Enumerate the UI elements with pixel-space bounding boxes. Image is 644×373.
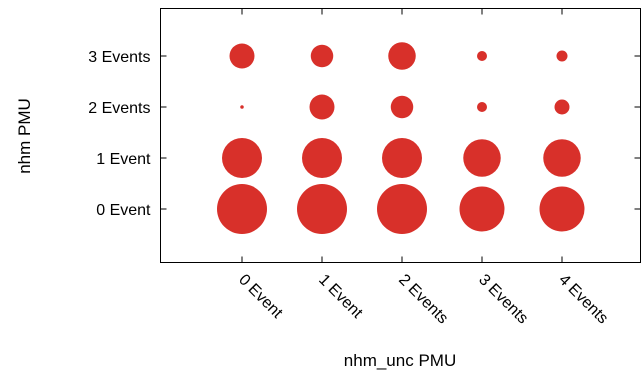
y-axis-label: nhm PMU (15, 98, 34, 174)
x-tick-label: 3 Events (475, 271, 531, 327)
x-tick-label: 1 Event (315, 271, 366, 322)
x-tick-labels: 0 Event 1 Event 2 Events 3 Events 4 Events (235, 271, 611, 327)
x-axis-label: nhm_unc PMU (344, 351, 456, 370)
bubble-point (539, 186, 585, 232)
bubble-point (554, 99, 570, 115)
bubble-point (477, 51, 487, 61)
bubble-point (382, 138, 422, 178)
bubble-point (390, 95, 414, 119)
bubble-point (556, 50, 568, 62)
bubble-point (229, 43, 255, 69)
bubble-point (240, 105, 244, 109)
y-tick-labels: 0 Event 1 Event 2 Events 3 Events (88, 49, 151, 219)
y-tick-label: 3 Events (88, 49, 150, 66)
bubbles (217, 42, 585, 234)
bubble-point (310, 44, 334, 68)
bubble-point (377, 184, 427, 234)
bubble-point (543, 139, 581, 177)
bubble-point (297, 184, 347, 234)
plot-frame (160, 8, 641, 263)
bubble-point (217, 184, 267, 234)
bubble-point (477, 102, 487, 112)
y-tick-label: 0 Event (96, 202, 151, 219)
bubble-point (222, 138, 262, 178)
bubble-point (309, 94, 335, 120)
x-tick-label: 2 Events (395, 271, 451, 327)
bubble-point (463, 139, 501, 177)
y-ticks (160, 55, 641, 210)
x-ticks (241, 8, 563, 263)
y-tick-label: 2 Events (88, 100, 150, 117)
bubble-point (388, 42, 416, 70)
x-tick-label: 4 Events (555, 271, 611, 327)
y-tick-label: 1 Event (96, 151, 151, 168)
bubble-point (302, 138, 342, 178)
x-tick-label: 0 Event (235, 271, 286, 322)
bubble-point (459, 186, 505, 232)
